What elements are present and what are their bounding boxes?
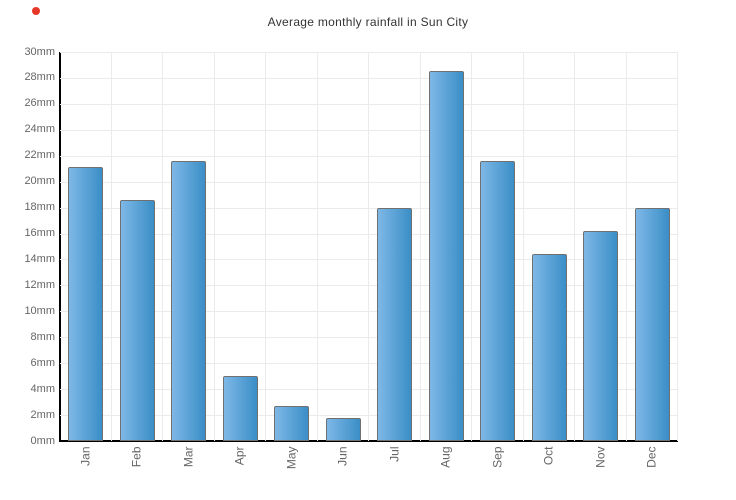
plot-area	[60, 52, 678, 441]
gridline-vertical	[368, 52, 369, 441]
gridline-horizontal	[60, 155, 678, 157]
gridline-vertical	[265, 52, 266, 441]
gridline-vertical	[626, 52, 627, 441]
gridline-vertical	[523, 52, 524, 441]
gridline-vertical	[214, 52, 215, 441]
gridline-horizontal	[60, 77, 678, 79]
gridline-vertical	[317, 52, 318, 441]
x-label-feb: Feb	[129, 446, 144, 468]
gridline-horizontal	[60, 103, 678, 105]
bar-aug	[428, 71, 464, 441]
bar-oct	[531, 254, 567, 441]
y-tick-6mm: 6mm	[30, 356, 55, 369]
y-tick-4mm: 4mm	[30, 382, 55, 395]
y-tick-12mm: 12mm	[24, 278, 55, 291]
gridline-vertical	[471, 52, 472, 441]
bar-apr	[222, 376, 258, 441]
x-label-aug: Aug	[438, 446, 453, 468]
y-tick-28mm: 28mm	[24, 71, 55, 84]
x-label-nov: Nov	[593, 446, 608, 468]
bar-mar	[171, 161, 207, 441]
gridline-vertical	[111, 52, 112, 441]
bar-feb	[119, 200, 155, 441]
x-label-oct: Oct	[541, 446, 556, 466]
y-tick-2mm: 2mm	[30, 408, 55, 421]
y-tick-18mm: 18mm	[24, 201, 55, 214]
gridline-vertical	[162, 52, 163, 441]
x-label-jul: Jul	[387, 446, 402, 462]
gridline-horizontal	[60, 129, 678, 131]
y-tick-22mm: 22mm	[24, 149, 55, 162]
y-tick-24mm: 24mm	[24, 123, 55, 136]
gridline-horizontal	[60, 415, 678, 417]
bar-jul	[377, 208, 413, 441]
gridline-horizontal	[60, 337, 678, 339]
bar-jan	[68, 167, 104, 441]
gridline-horizontal	[60, 363, 678, 365]
bar-sep	[480, 161, 516, 441]
bar-nov	[583, 231, 619, 441]
y-tick-26mm: 26mm	[24, 97, 55, 110]
gridline-horizontal	[60, 52, 678, 53]
y-tick-14mm: 14mm	[24, 252, 55, 265]
bar-jun	[325, 418, 361, 441]
chart-title: Average monthly rainfall in Sun City	[267, 15, 469, 29]
gridline-horizontal	[60, 285, 678, 287]
red-cursor-dot	[32, 7, 40, 15]
gridline-horizontal	[60, 259, 678, 261]
y-axis-line	[59, 52, 61, 442]
gridline-vertical	[420, 52, 421, 441]
x-label-jan: Jan	[78, 446, 93, 466]
x-label-sep: Sep	[490, 446, 505, 468]
y-tick-30mm: 30mm	[24, 45, 55, 58]
x-axis-line	[59, 440, 678, 442]
bar-may	[274, 406, 310, 441]
x-label-apr: Apr	[232, 446, 247, 466]
x-label-jun: Jun	[335, 446, 350, 466]
x-label-mar: Mar	[181, 446, 196, 468]
bar-dec	[634, 208, 670, 441]
gridline-horizontal	[60, 181, 678, 183]
gridline-vertical	[677, 52, 678, 441]
y-tick-20mm: 20mm	[24, 175, 55, 188]
gridline-horizontal	[60, 311, 678, 313]
gridline-horizontal	[60, 207, 678, 209]
y-tick-16mm: 16mm	[24, 227, 55, 240]
gridline-horizontal	[60, 233, 678, 235]
gridline-horizontal	[60, 389, 678, 391]
x-label-may: May	[284, 446, 299, 470]
y-tick-10mm: 10mm	[24, 304, 55, 317]
x-label-dec: Dec	[644, 446, 659, 468]
y-tick-0mm: 0mm	[30, 434, 55, 447]
y-tick-8mm: 8mm	[30, 330, 55, 343]
gridline-vertical	[574, 52, 575, 441]
